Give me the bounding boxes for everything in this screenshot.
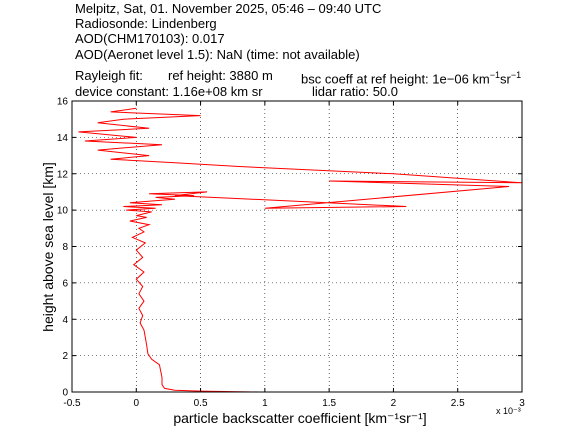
aod-chm-label: AOD(CHM170103): 0.017 bbox=[75, 31, 225, 46]
y-tick-label: 6 bbox=[62, 278, 68, 289]
x-tick-label: 0.5 bbox=[194, 398, 208, 409]
bsc-coeff-label: bsc coeff at ref height: 1e−06 km−1sr−1 bbox=[301, 70, 522, 87]
data-layer bbox=[78, 107, 522, 392]
y-tick-label: 10 bbox=[57, 206, 69, 217]
y-tick-label: 12 bbox=[57, 169, 69, 180]
rayleigh-fit-label: Rayleigh fit: bbox=[75, 68, 143, 83]
profile-line-series-0 bbox=[78, 107, 522, 392]
y-tick-label: 2 bbox=[62, 351, 68, 362]
y-tick-label: 4 bbox=[62, 315, 68, 326]
x-tick-label: 2 bbox=[391, 398, 397, 409]
x-axis-label: particle backscatter coefficient [km⁻¹sr… bbox=[173, 410, 426, 426]
x-tick-label: 1 bbox=[262, 398, 268, 409]
y-tick-label: 8 bbox=[62, 242, 68, 253]
ref-height-label: ref height: 3880 m bbox=[168, 68, 273, 83]
grid-layer bbox=[72, 101, 522, 392]
x-tick-label: 2.5 bbox=[451, 398, 465, 409]
device-constant-label: device constant: 1.16e+08 km sr bbox=[75, 84, 263, 99]
lidar-ratio-label: lidar ratio: 50.0 bbox=[312, 84, 398, 99]
x-tick-label: 3 bbox=[519, 398, 525, 409]
y-axis-label: height above sea level [km] bbox=[40, 162, 56, 332]
y-tick-label: 0 bbox=[62, 388, 68, 399]
y-tick-label: 14 bbox=[57, 133, 69, 144]
x-tick-label: 0 bbox=[134, 398, 140, 409]
x-tick-label: 1.5 bbox=[322, 398, 336, 409]
x-tick-label: -0.5 bbox=[63, 398, 81, 409]
aod-aeronet-label: AOD(Aeronet level 1.5): NaN (time: not a… bbox=[75, 47, 360, 62]
y-tick-label: 16 bbox=[57, 97, 69, 108]
radiosonde-label: Radiosonde: Lindenberg bbox=[75, 16, 217, 31]
bsc-coeff-text: bsc coeff at ref height: 1e−06 km bbox=[301, 71, 490, 87]
x-axis-scale-note: x 10⁻³ bbox=[496, 406, 521, 416]
header-title: Melpitz, Sat, 01. November 2025, 05:46 –… bbox=[75, 1, 382, 16]
